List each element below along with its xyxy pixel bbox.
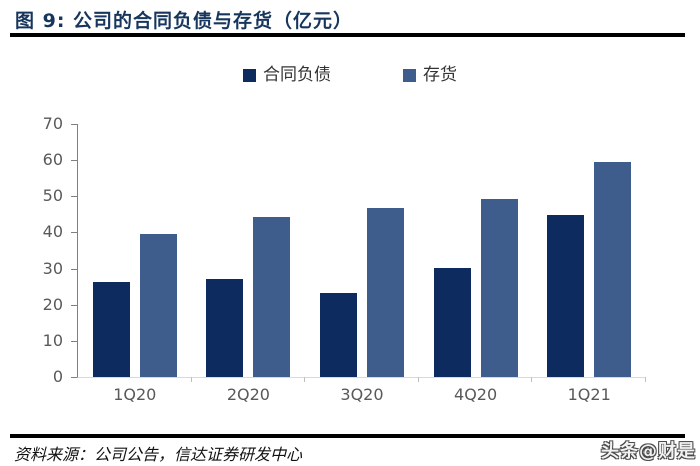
legend-item-contract-liabilities: 合同负债 bbox=[243, 67, 331, 84]
legend-label-contract-liabilities: 合同负债 bbox=[263, 65, 331, 85]
x-axis-label-1Q21: 1Q21 bbox=[567, 385, 611, 404]
legend-swatch-icon-inventory bbox=[403, 69, 416, 82]
y-axis-tick-mark bbox=[71, 377, 77, 378]
bar-contract-liabilities-2Q20 bbox=[206, 279, 244, 377]
x-axis-tick-mark bbox=[645, 377, 646, 382]
y-axis-tick-mark bbox=[71, 124, 77, 125]
y-axis-tick-mark bbox=[71, 160, 77, 162]
y-axis-tick-mark bbox=[71, 340, 77, 342]
x-axis-tick-mark bbox=[417, 377, 419, 382]
legend-swatch-icon-contract-liabilities bbox=[243, 69, 256, 82]
bar-contract-liabilities-4Q20 bbox=[433, 267, 471, 377]
legend-item-inventory: 存货 bbox=[403, 67, 457, 84]
bar-group-1Q20 bbox=[78, 124, 192, 377]
chart-legend: 合同负债 存货 bbox=[0, 67, 700, 84]
y-axis-tick-mark bbox=[71, 232, 77, 234]
y-axis-tick-label: 50 bbox=[42, 186, 63, 206]
bar-inventory-1Q21 bbox=[594, 162, 632, 377]
y-axis-tick-label: 60 bbox=[42, 150, 63, 170]
bar-group-2Q20 bbox=[192, 124, 306, 377]
bar-contract-liabilities-3Q20 bbox=[319, 292, 357, 377]
x-axis-tick-mark bbox=[531, 377, 533, 382]
y-axis-tick-label: 0 bbox=[52, 367, 63, 386]
bar-inventory-2Q20 bbox=[253, 216, 291, 377]
x-axis-label-1Q20: 1Q20 bbox=[113, 385, 157, 404]
footer-rule bbox=[10, 434, 685, 438]
x-axis-label-4Q20: 4Q20 bbox=[454, 385, 498, 404]
y-axis: 70 60 50 40 30 20 10 0 bbox=[0, 116, 77, 385]
bar-contract-liabilities-1Q20 bbox=[92, 281, 130, 377]
y-axis-tick-label: 20 bbox=[42, 294, 63, 314]
bar-inventory-3Q20 bbox=[366, 208, 404, 377]
y-axis-tick-mark bbox=[71, 304, 77, 306]
y-axis-tick-label: 70 bbox=[42, 114, 63, 133]
x-axis-label-2Q20: 2Q20 bbox=[226, 385, 270, 404]
y-axis-tick-label: 40 bbox=[42, 222, 63, 242]
plot-area: 1Q20 2Q20 3Q20 4Q20 1Q21 bbox=[77, 124, 646, 403]
title-rule bbox=[10, 33, 685, 37]
legend-label-inventory: 存货 bbox=[423, 65, 457, 85]
source-text: 资料来源：公司公告，信达证券研发中心 bbox=[14, 445, 303, 464]
watermark: 头条@财是 bbox=[601, 441, 696, 462]
bar-inventory-1Q20 bbox=[139, 233, 177, 377]
x-axis-tick-mark bbox=[304, 377, 306, 382]
bar-group-4Q20 bbox=[419, 124, 533, 377]
bar-group-1Q21 bbox=[532, 124, 646, 377]
x-axis-tick-mark bbox=[190, 377, 192, 382]
bar-inventory-4Q20 bbox=[480, 198, 518, 377]
x-axis-label-3Q20: 3Q20 bbox=[340, 385, 384, 404]
bar-group-3Q20 bbox=[305, 124, 419, 377]
y-axis-tick-label: 30 bbox=[42, 258, 63, 278]
figure-title: 图 9: 公司的合同负债与存货（亿元） bbox=[15, 10, 354, 32]
y-axis-tick-mark bbox=[71, 268, 77, 270]
y-axis-tick-label: 10 bbox=[42, 330, 63, 350]
y-axis-tick-mark bbox=[71, 196, 77, 198]
bar-contract-liabilities-1Q21 bbox=[547, 215, 585, 377]
